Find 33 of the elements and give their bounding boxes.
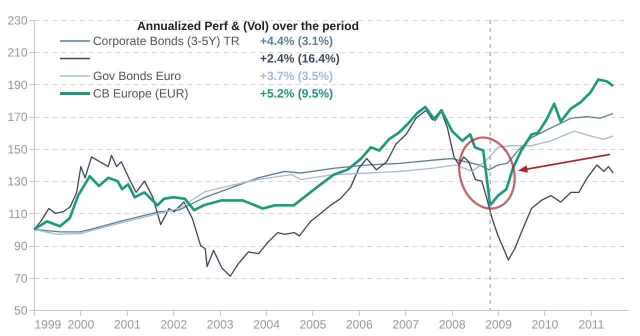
chart-title: Annualized Perf & (Vol) over the period: [137, 19, 359, 33]
y-tick-label: 130: [7, 174, 28, 189]
y-tick-label: 230: [7, 14, 28, 28]
x-tick-label: 2002: [160, 318, 188, 332]
annotation: +5.2% (9.5%): [260, 86, 334, 100]
annotation: +3.7% (3.5%): [260, 69, 334, 83]
x-tick-label: 2008: [438, 318, 466, 332]
legend-label: Corporate Bonds (3-5Y) TR: [93, 34, 240, 48]
x-tick-label: 2004: [253, 318, 280, 332]
y-tick-label: 70: [14, 271, 28, 286]
x-tick-label: 2009: [485, 318, 512, 332]
annotation: +4.4% (3.1%): [260, 34, 334, 48]
line-series: [33, 130, 614, 235]
x-tick-label: 2010: [532, 318, 559, 332]
y-tick-label: 170: [7, 110, 28, 124]
x-tick-label: 2003: [206, 318, 234, 332]
y-tick-label: 190: [7, 78, 28, 92]
x-tick-label: 2011: [578, 318, 605, 332]
x-tick-label: 2007: [392, 318, 420, 332]
y-tick-label: 150: [7, 142, 28, 156]
x-tick-label: 1999: [34, 318, 62, 332]
line-series: [33, 110, 614, 277]
legend-label: Gov Bonds Euro: [93, 69, 182, 83]
legend-label: CB Europe (EUR): [93, 86, 188, 100]
y-tick-label: 210: [7, 46, 28, 60]
y-tick-label: 90: [14, 239, 28, 254]
annotation: +2.4% (16.4%): [260, 52, 340, 66]
x-tick-label: 2005: [300, 318, 327, 332]
x-tick-label: 2001: [114, 318, 141, 332]
y-tick-label: 110: [8, 206, 28, 221]
y-tick-label: 50: [14, 304, 28, 318]
x-tick-label: 2006: [346, 318, 374, 332]
x-tick-label: 2000: [68, 318, 95, 332]
